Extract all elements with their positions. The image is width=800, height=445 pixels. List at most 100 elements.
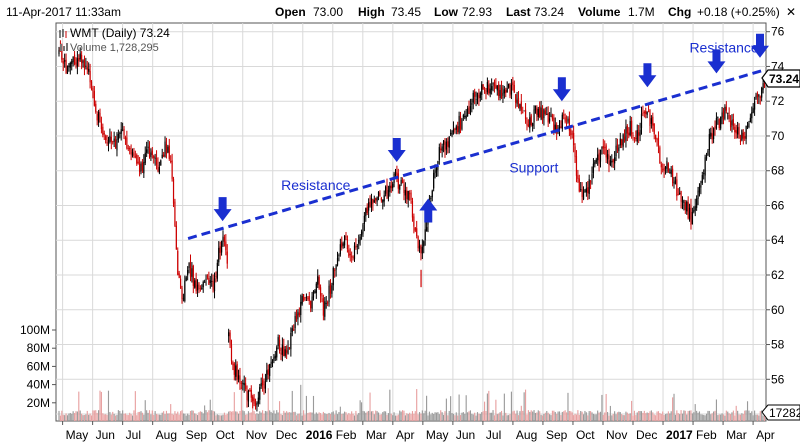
volume-bar xyxy=(363,411,365,421)
candle-body xyxy=(126,137,128,149)
candle-body xyxy=(230,344,233,362)
candle-body xyxy=(243,382,245,386)
candle-body xyxy=(302,294,305,301)
volume-bar xyxy=(242,410,244,421)
candle-body xyxy=(377,192,380,196)
candle-body xyxy=(657,138,660,146)
volume-bar xyxy=(303,410,305,421)
candle-body xyxy=(167,146,169,153)
candle-body xyxy=(762,83,764,90)
volume-bar xyxy=(93,410,95,421)
candle-body xyxy=(493,81,496,87)
volume-bar xyxy=(556,413,558,421)
candle-body xyxy=(732,119,734,126)
volume-bar xyxy=(356,414,358,421)
volume-bar xyxy=(375,410,377,421)
candle-body xyxy=(666,161,668,169)
candle-body xyxy=(581,189,583,197)
candle-body xyxy=(372,198,374,205)
volume-bar xyxy=(472,414,474,421)
date-tick-label: 2017 xyxy=(666,428,693,442)
volume-bar xyxy=(543,413,545,421)
volume-bar xyxy=(708,410,710,421)
candle-body xyxy=(403,184,405,193)
volume-bar xyxy=(730,414,732,421)
candle-body xyxy=(206,276,209,278)
candle-body xyxy=(571,133,573,135)
volume-bar xyxy=(273,410,275,421)
volume-bar xyxy=(549,414,551,421)
volume-bar xyxy=(455,412,457,421)
plot-frame xyxy=(55,22,767,422)
volume-bar xyxy=(291,390,293,421)
volume-bar xyxy=(571,412,573,421)
candle-body xyxy=(755,95,757,99)
volume-bar xyxy=(478,413,480,421)
date-tick-label: Feb xyxy=(696,428,717,442)
candle-body xyxy=(185,277,187,281)
volume-bar xyxy=(103,414,105,421)
volume-bar xyxy=(155,413,158,421)
volume-bar xyxy=(240,387,242,421)
volume-bar xyxy=(639,411,641,421)
candle-body xyxy=(75,62,77,65)
volume-bar xyxy=(172,414,175,421)
candle-body xyxy=(676,179,678,197)
candle-body xyxy=(639,129,641,136)
volume-bar xyxy=(58,410,60,421)
candle-body xyxy=(178,273,180,278)
volume-bar xyxy=(353,415,356,421)
candle-body xyxy=(284,349,286,356)
candle-body xyxy=(406,190,408,200)
candle-body xyxy=(297,311,299,320)
candle-body xyxy=(482,84,484,90)
volume-bar xyxy=(500,410,503,421)
volume-bar xyxy=(98,410,100,421)
volume-bar xyxy=(359,400,361,421)
candle-body xyxy=(646,111,648,115)
candle-body xyxy=(278,339,281,351)
date-tick-label: Nov xyxy=(246,428,267,442)
candle-body xyxy=(738,126,740,139)
candle-body xyxy=(81,54,83,64)
candle-body xyxy=(71,61,73,64)
volume-bar xyxy=(563,411,565,421)
candle-body xyxy=(423,241,425,247)
volume-bar xyxy=(342,413,344,421)
volume-bar xyxy=(669,413,671,421)
volume-bar xyxy=(216,414,218,421)
volume-bar xyxy=(601,394,603,421)
candle-body xyxy=(375,198,377,201)
volume-bar xyxy=(670,411,672,421)
candle-body xyxy=(394,173,397,175)
candle-body xyxy=(711,133,713,140)
candle-body xyxy=(681,200,684,203)
candle-body xyxy=(85,65,87,67)
volume-bar xyxy=(68,413,70,421)
candle-body xyxy=(546,114,548,116)
candle-body xyxy=(144,152,146,163)
candle-body xyxy=(336,257,339,266)
volume-bar xyxy=(140,411,142,421)
volume-bar xyxy=(584,410,586,421)
volume-bar xyxy=(666,413,668,421)
candle-body xyxy=(529,117,531,129)
candle-body xyxy=(138,163,141,173)
candle-body xyxy=(584,190,586,193)
volume-bar xyxy=(165,410,168,421)
candle-body xyxy=(708,134,710,151)
candle-body xyxy=(577,175,579,179)
volume-bar xyxy=(734,415,736,421)
close-icon[interactable]: ✕ xyxy=(786,5,796,19)
candle-body xyxy=(204,281,206,283)
candle-body xyxy=(604,147,606,149)
candle-body xyxy=(645,110,647,114)
candle-body xyxy=(588,179,590,195)
volume-bar xyxy=(711,413,713,421)
candle-body xyxy=(411,200,414,218)
volume-bar xyxy=(310,412,312,421)
volume-bar xyxy=(59,415,61,421)
candle-body xyxy=(293,329,295,331)
volume-bar xyxy=(130,414,132,421)
candle-body xyxy=(58,50,60,55)
